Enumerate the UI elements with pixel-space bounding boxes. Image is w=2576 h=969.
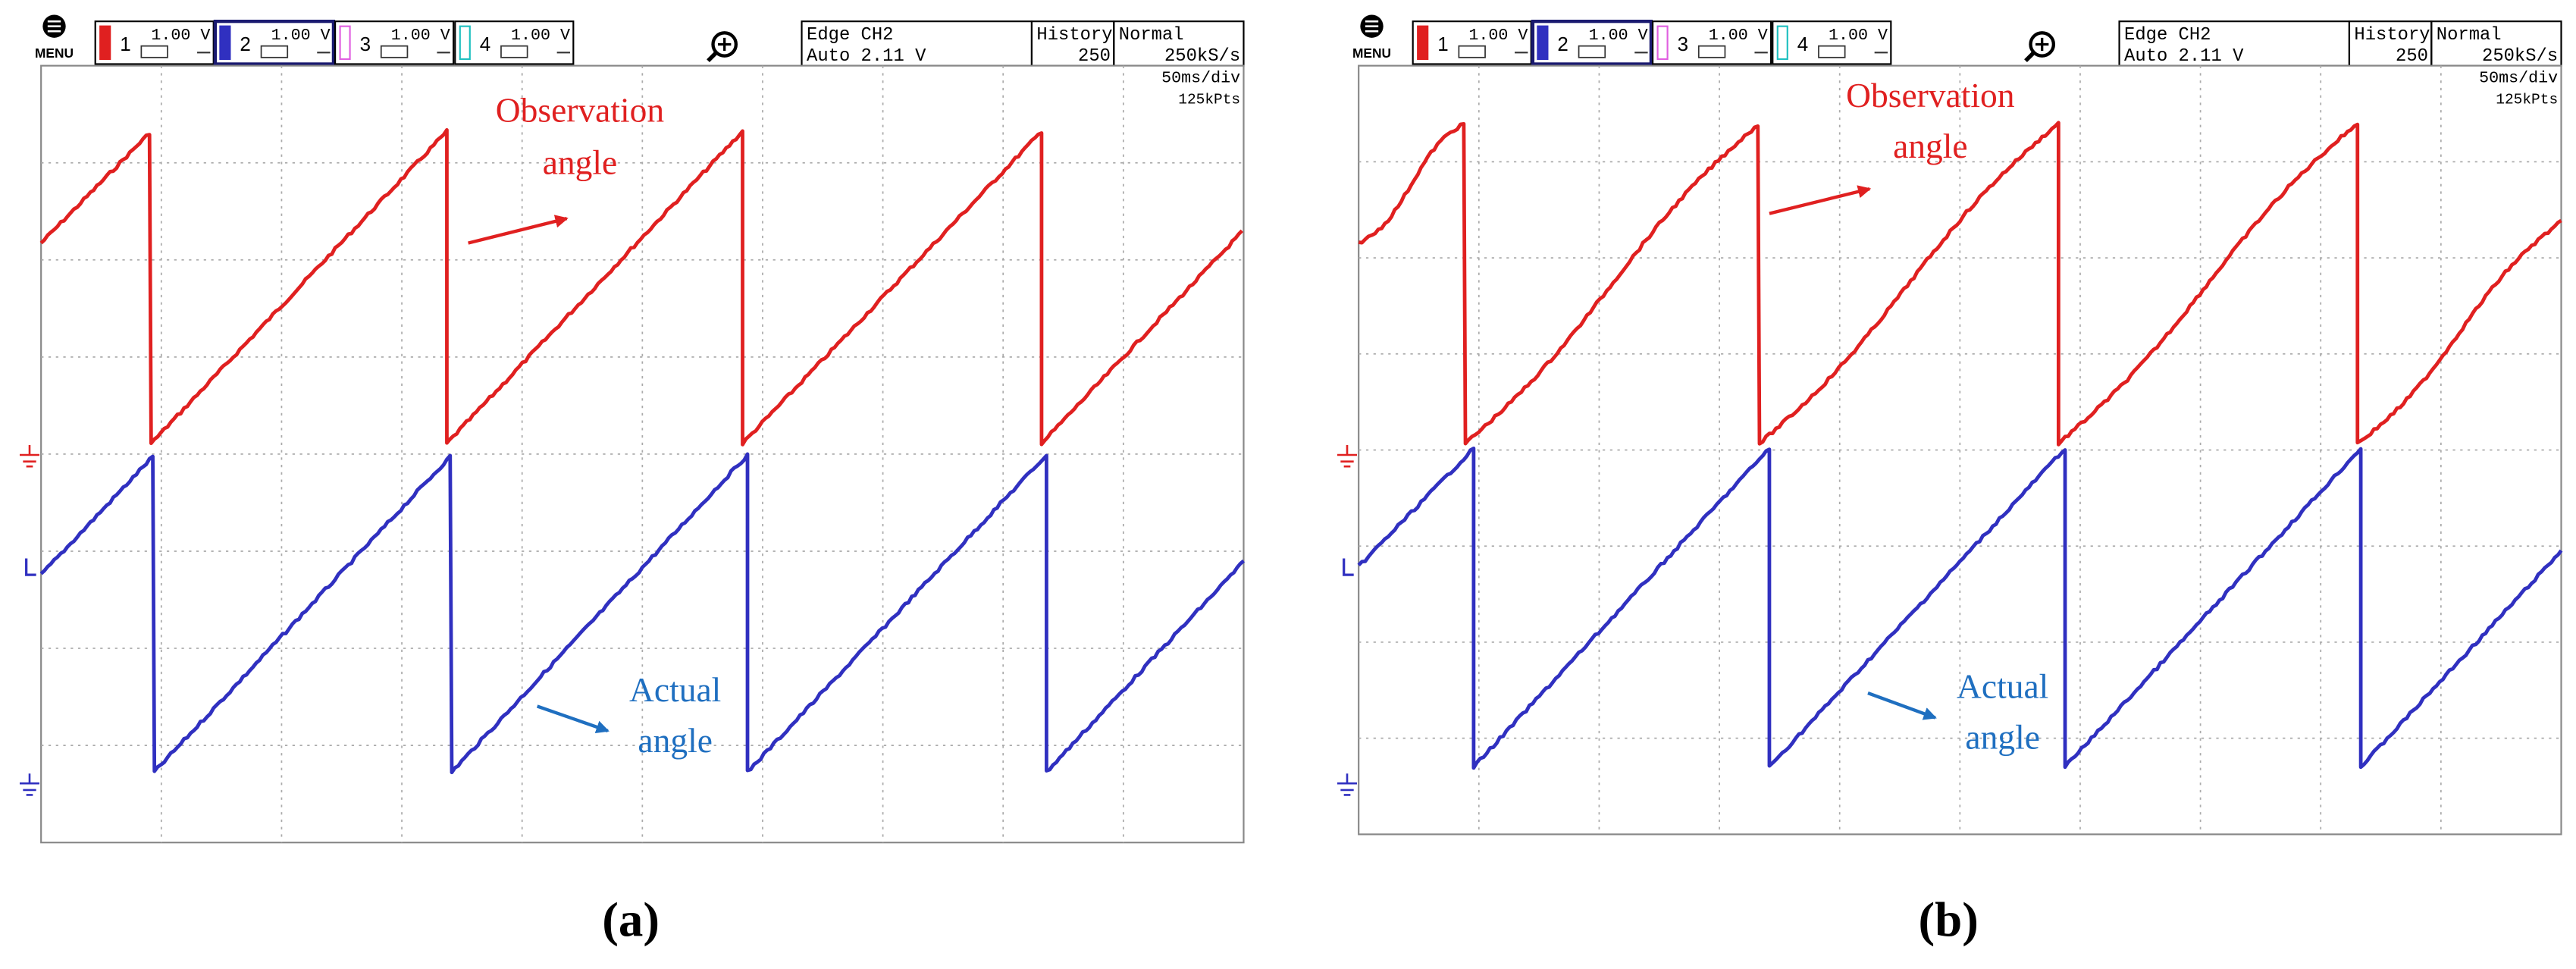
observation-label: Observation <box>1846 76 2015 114</box>
channel-box <box>1652 20 1772 65</box>
channel-scale: 1.00 V <box>1709 26 1768 45</box>
trigger-level: Auto 2.11 V <box>2124 46 2244 67</box>
channel-scale: 1.00 V <box>1589 26 1648 45</box>
channel-number: 2 <box>240 33 250 55</box>
channel-swatch <box>1656 25 1669 61</box>
observation-label: angle <box>543 143 618 182</box>
actual-arrow <box>1867 691 1937 720</box>
channel-number: 2 <box>1557 33 1568 55</box>
coupling-icon <box>1697 45 1726 58</box>
channel-number: 1 <box>120 33 130 55</box>
panel-caption: (a) <box>602 893 660 948</box>
channel-scale: 1.00 V <box>391 26 450 45</box>
coupling-icon <box>500 45 528 58</box>
ch2-ground-marker <box>20 773 40 796</box>
observation-label: Observation <box>496 90 665 129</box>
observation-label: angle <box>1893 127 1968 165</box>
actual-label: angle <box>638 721 713 760</box>
channel-number: 3 <box>360 33 371 55</box>
history-label: History <box>2354 25 2430 45</box>
actual-waveform <box>1357 446 2563 770</box>
observed-waveform <box>39 127 1244 447</box>
zoom-icon-handle <box>2024 51 2035 63</box>
observation-arrow <box>468 215 569 245</box>
channel-scale: 1.00 V <box>511 26 570 45</box>
zoom-icon-handle <box>707 51 718 63</box>
record-length: 125kPts <box>1178 91 1240 108</box>
channel-scale: 1.00 V <box>271 26 331 45</box>
actual-label: Actual <box>1957 667 2048 706</box>
coupling-icon <box>1818 45 1846 58</box>
history-value: 250 <box>2396 46 2428 67</box>
scope-panel: MENU 1 1.00 V 2 1.00 V 3 1.00 V 4 1.00 V Edge CH2… <box>20 14 1246 948</box>
channel-number: 4 <box>1797 33 1808 55</box>
coupling-icon <box>1578 45 1606 58</box>
channel-swatch <box>459 25 471 61</box>
timebase: 50ms/div <box>1161 68 1240 87</box>
scope-panel: MENU 1 1.00 V 2 1.00 V 3 1.00 V 4 1.00 V Edge CH2… <box>1337 14 2563 948</box>
channel-box <box>1772 20 1892 65</box>
observation-arrow <box>1769 185 1872 215</box>
history-value: 250 <box>1078 46 1111 67</box>
ch2-level-marker <box>25 558 36 576</box>
sample-rate: 250kS/s <box>1164 46 1240 67</box>
channel-swatch <box>99 25 111 61</box>
coupling-icon <box>380 45 409 58</box>
zoom-icon-plus <box>718 37 732 52</box>
channel-swatch <box>1417 25 1429 61</box>
channel-box <box>213 19 336 66</box>
actual-label: angle <box>1965 718 2040 757</box>
ch2-ground-marker <box>1337 773 1358 796</box>
coupling-icon <box>140 45 168 58</box>
channel-number: 4 <box>480 33 490 55</box>
actual-waveform <box>39 452 1246 775</box>
channel-box <box>454 20 575 65</box>
observed-waveform <box>1358 121 2562 447</box>
history-label: History <box>1036 25 1112 45</box>
channel-scale: 1.00 V <box>1468 26 1528 45</box>
menu-label: MENU <box>1352 45 1391 61</box>
channel-scale: 1.00 V <box>151 26 210 45</box>
menu-label: MENU <box>35 45 74 61</box>
panel-caption: (b) <box>1918 893 1978 948</box>
ch1-ground-marker <box>20 445 40 468</box>
trigger-type: Edge CH2 <box>2124 25 2211 45</box>
channel-swatch <box>219 25 231 61</box>
coupling-icon <box>1458 45 1486 58</box>
channel-swatch <box>339 25 351 61</box>
ch1-ground-marker <box>1337 445 1358 468</box>
actual-arrow <box>536 704 610 734</box>
record-length: 125kPts <box>2496 91 2558 108</box>
channel-number: 3 <box>1678 33 1688 55</box>
ch2-level-marker <box>1343 558 1354 576</box>
channel-number: 1 <box>1437 33 1448 55</box>
acq-mode: Normal <box>1119 25 1184 45</box>
channel-box <box>1531 19 1653 66</box>
channel-box <box>334 20 455 65</box>
timebase: 50ms/div <box>2479 68 2558 87</box>
channel-swatch <box>1537 25 1549 61</box>
zoom-icon <box>2029 31 2056 58</box>
coupling-icon <box>260 45 289 58</box>
sample-rate: 250kS/s <box>2482 46 2558 67</box>
channel-scale: 1.00 V <box>1829 26 1888 45</box>
zoom-icon-plus <box>2035 37 2049 52</box>
channel-swatch <box>1776 25 1788 61</box>
actual-label: Actual <box>629 670 721 709</box>
acq-mode: Normal <box>2437 25 2502 45</box>
trigger-level: Auto 2.11 V <box>807 46 926 67</box>
zoom-icon <box>711 31 738 58</box>
trigger-type: Edge CH2 <box>807 25 893 45</box>
